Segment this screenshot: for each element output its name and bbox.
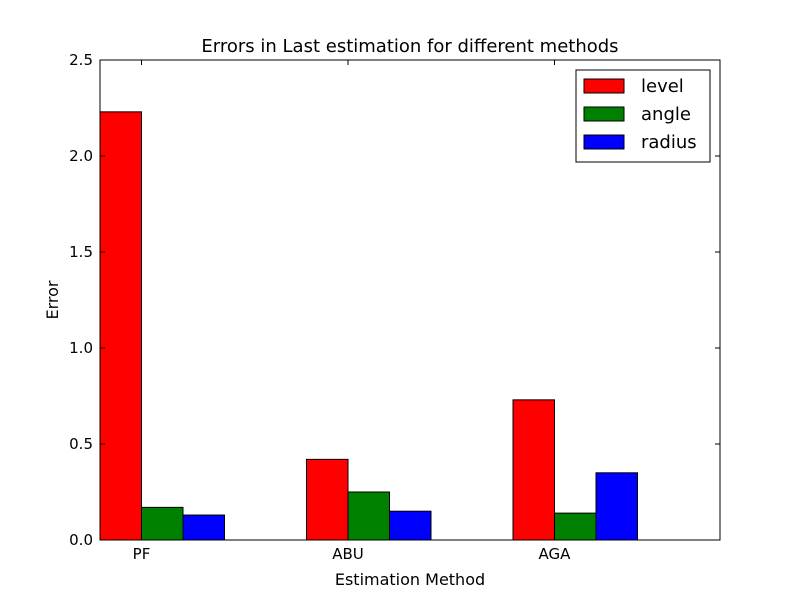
y-tick-label: 2.0 [69, 147, 93, 165]
legend-swatch-radius [583, 134, 625, 150]
legend-swatch-level [583, 78, 625, 94]
bar-radius-aga [595, 472, 638, 541]
y-tick-label: 0.0 [69, 531, 93, 549]
y-tick-label: 1.5 [69, 243, 93, 261]
bar-level-abu [306, 458, 349, 541]
y-axis-ticks: 0.0 0.5 1.0 1.5 2.0 2.5 [69, 51, 720, 549]
legend-swatch-angle [583, 106, 625, 122]
y-axis-label: Error [43, 280, 62, 319]
x-axis-ticks: PF ABU AGA [133, 60, 572, 563]
y-tick-label: 0.5 [69, 435, 93, 453]
bar-angle-abu [347, 491, 390, 541]
y-tick-label: 1.0 [69, 339, 93, 357]
legend-label-level: level [641, 76, 684, 97]
bar-angle-aga [554, 512, 597, 541]
plot-frame [99, 59, 721, 541]
x-tick-label-abu: ABU [332, 545, 364, 563]
bar-radius-pf [182, 514, 225, 541]
x-tick-label-aga: AGA [539, 545, 572, 563]
bar-angle-pf [141, 506, 184, 541]
bar-level-pf [99, 111, 142, 541]
legend: level angle radius [575, 69, 711, 163]
legend-label-angle: angle [641, 104, 691, 125]
x-axis-label: Estimation Method [335, 570, 485, 589]
legend-label-radius: radius [641, 132, 697, 153]
bars-group [99, 111, 638, 541]
bar-radius-abu [389, 510, 432, 541]
bar-level-aga [512, 399, 555, 541]
x-tick-label-pf: PF [133, 545, 151, 563]
y-tick-label: 2.5 [69, 51, 93, 69]
chart-title: Errors in Last estimation for different … [201, 36, 618, 57]
